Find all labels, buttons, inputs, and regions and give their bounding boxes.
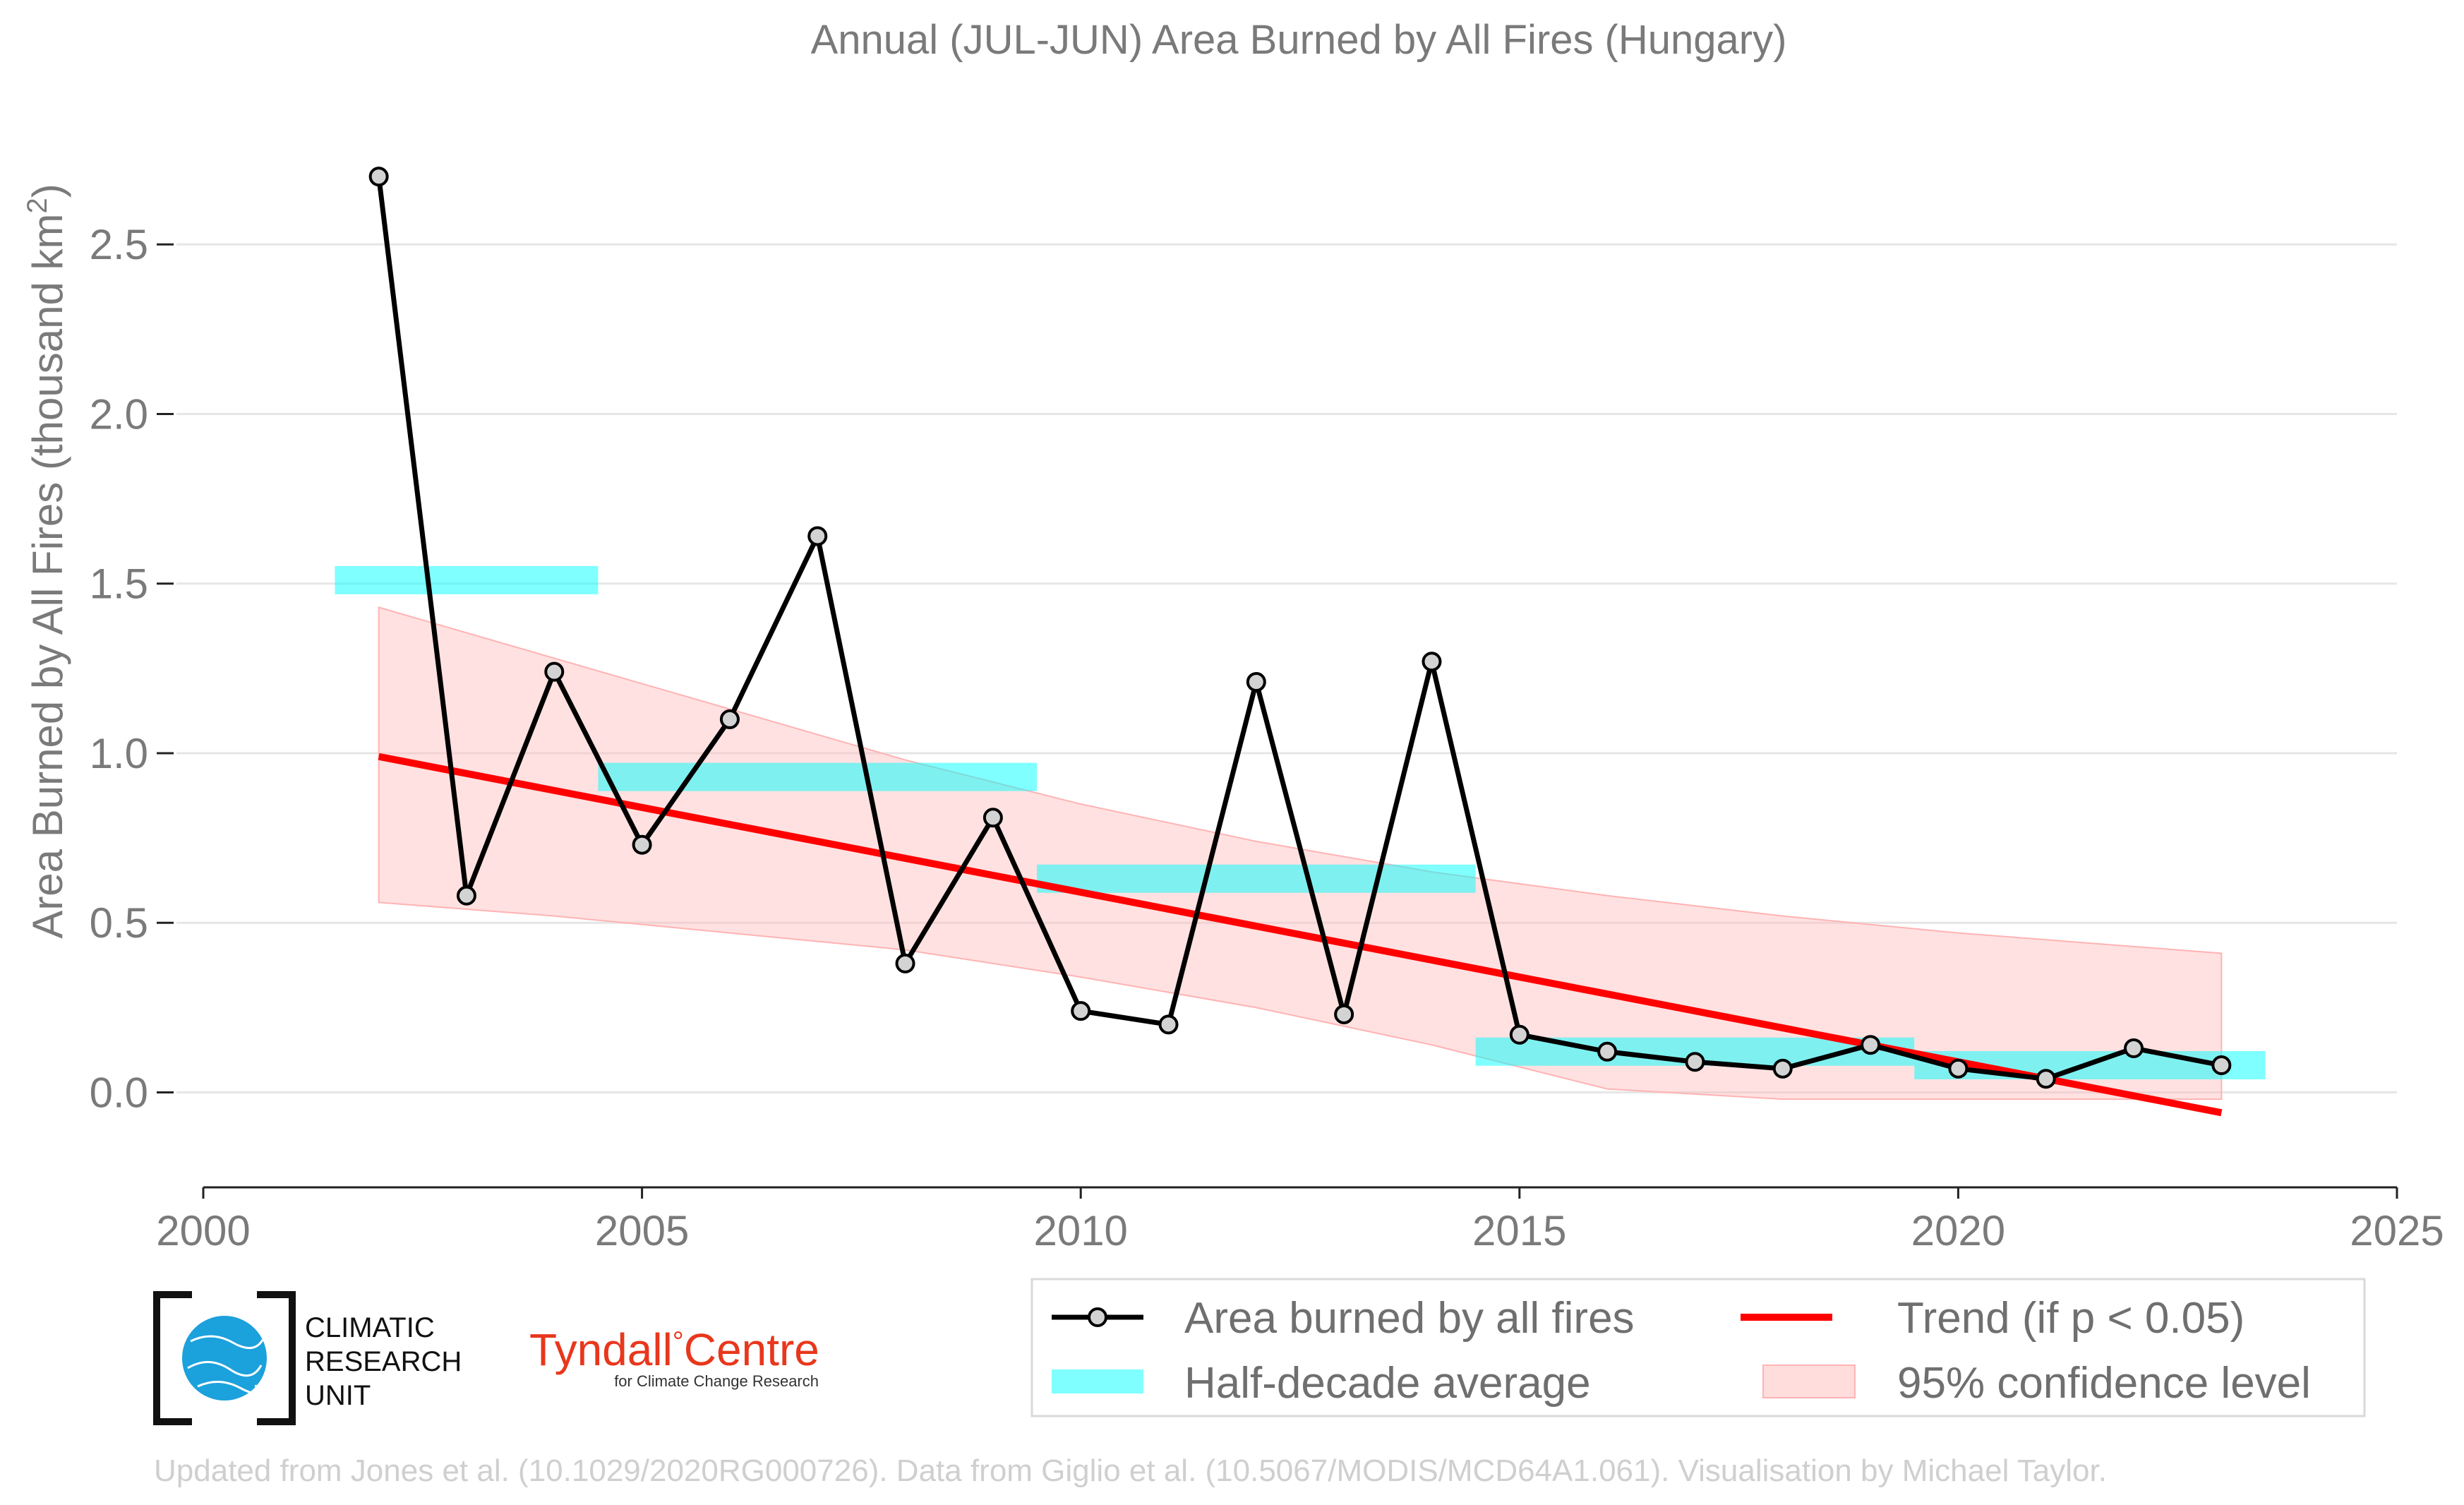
x-tick-label: 2010 [1033,1207,1127,1254]
data-point [1071,1001,1091,1021]
y-tick-label: 2.5 [90,221,148,268]
legend: Area burned by all fires Trend (if p < 0… [1030,1278,2366,1417]
x-tick-label: 2000 [156,1207,250,1254]
cru-logo-text-line1: CLIMATIC [305,1312,435,1343]
trend-line [378,752,2223,1117]
data-point [632,834,652,855]
data-point [1685,1052,1705,1072]
data-point [544,661,565,682]
x-tick-label: 2005 [595,1207,689,1254]
y-tick-label: 2.0 [90,390,148,438]
cru-logo-bracket-left [153,1291,192,1425]
legend-swatch-series-marker [1088,1307,1107,1327]
globe-icon [182,1316,267,1401]
legend-label-series: Area burned by all fires [1184,1294,1635,1343]
trend-layer [378,752,2223,1117]
tyndall-logo-centre: Centre [684,1324,819,1375]
y-axis-label: Area Burned by All Fires (thousand km2) [22,184,71,938]
legend-label-confidence: 95% confidence level [1897,1359,2311,1408]
data-point [807,526,828,546]
data-point [1772,1058,1793,1079]
x-axis: 2000 2005 2010 2015 2020 2025 [156,1186,2444,1254]
tyndall-logo-text: Tyndall°Centre [529,1324,819,1375]
globe-icon-contour [190,1335,264,1349]
data-point [1422,652,1442,672]
tyndall-logo-degree: ° [673,1326,684,1357]
tyndall-logo-subtitle: for Climate Change Research [614,1372,819,1390]
data-point [1509,1024,1530,1045]
legend-label-trend: Trend (if p < 0.05) [1897,1294,2244,1343]
y-tick-label: 1.5 [90,560,148,608]
data-point [982,808,1003,828]
data-point [1948,1058,1969,1079]
data-point [2036,1069,2056,1089]
y-tick-label: 1.0 [90,730,148,777]
data-point [1334,1004,1354,1024]
y-axis-label-close: ) [24,184,71,198]
y-axis-label-main: Area Burned by All Fires (thousand km [24,214,71,939]
data-point [1246,672,1266,692]
data-point [1597,1041,1618,1062]
data-point [1158,1014,1179,1035]
legend-swatch-half-decade [1052,1369,1143,1393]
legend-box [1030,1278,2366,1417]
legend-label-half-decade: Half-decade average [1184,1359,1591,1408]
data-point [1861,1035,1881,1055]
cru-logo-text-line3: UNIT [305,1380,371,1411]
y-tick-label: 0.5 [90,899,148,947]
chart-title: Annual (JUL-JUN) Area Burned by All Fire… [811,17,1787,63]
credit-text: Updated from Jones et al. (10.1029/2020R… [154,1453,2107,1488]
series-layer [368,167,2232,1089]
x-tick-label: 2020 [1911,1207,2005,1254]
globe-icon-contour [197,1380,258,1394]
series-line [376,176,2223,1081]
cru-logo-text-line2: RESEARCH [305,1346,462,1377]
tyndall-logo: Tyndall°Centre for Climate Change Resear… [529,1324,819,1390]
y-axis: 0.0 0.5 1.0 1.5 2.0 2.5 [90,221,174,1116]
cru-logo-bracket-right [257,1291,296,1425]
tyndall-logo-name: Tyndall [529,1324,673,1375]
data-point [456,885,476,906]
x-tick-label: 2025 [2350,1207,2444,1254]
data-point [895,953,915,973]
data-point [2211,1055,2232,1076]
legend-swatch-confidence [1762,1365,1856,1398]
globe-icon-contour [187,1361,263,1377]
data-point [368,167,389,187]
cru-logo: CLIMATIC RESEARCH UNIT [153,1291,462,1425]
y-axis-label-sup: 2 [22,198,53,213]
y-tick-label: 0.0 [90,1069,148,1116]
data-point [2124,1038,2144,1058]
x-tick-label: 2015 [1472,1207,1566,1254]
data-point [719,709,740,729]
